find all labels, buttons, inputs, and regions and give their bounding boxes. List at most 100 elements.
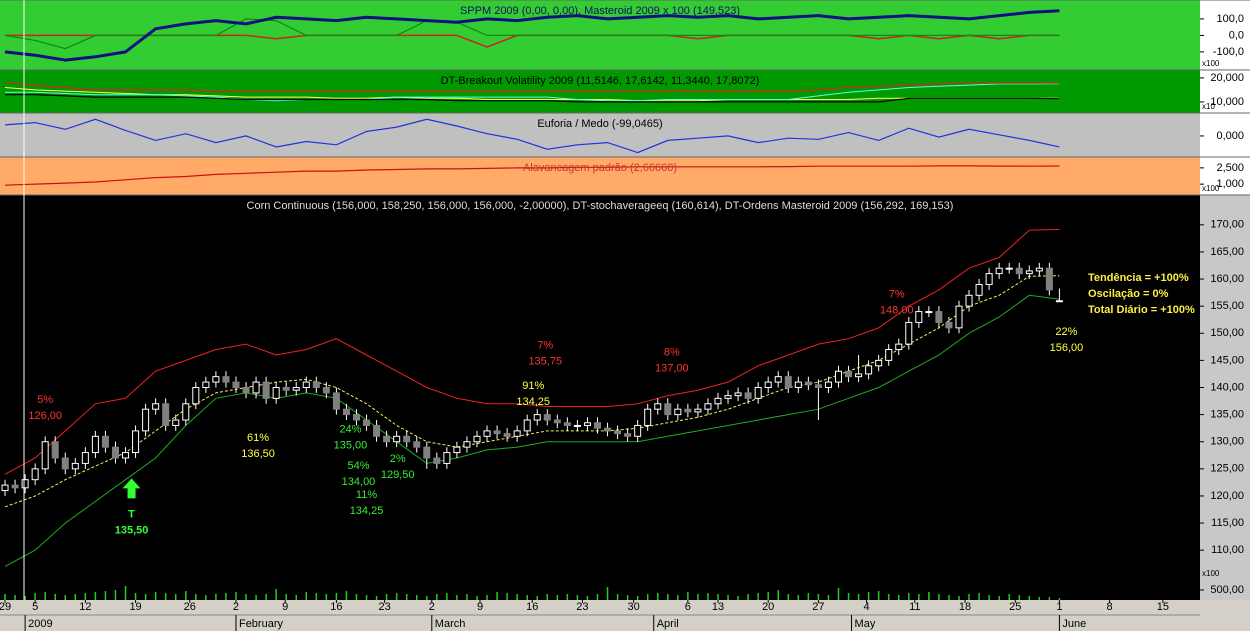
candle-body <box>363 419 371 426</box>
y-tick-label: 125,00 <box>1210 463 1244 475</box>
candle-body <box>111 446 119 459</box>
right-axis-main <box>1200 195 1250 600</box>
candle-body <box>573 424 581 427</box>
candle-body <box>443 452 451 464</box>
candle-body <box>162 403 170 426</box>
candle-body <box>41 441 49 470</box>
panel-title: Euforia / Medo (-99,0465) <box>537 118 662 130</box>
candle-body <box>1035 267 1043 272</box>
indicator-line <box>4 118 1060 154</box>
indicator-line <box>4 18 1060 50</box>
annotation: 5% <box>37 394 53 406</box>
candle-body <box>523 419 531 432</box>
candle-body <box>684 408 692 413</box>
panel-background <box>0 195 1200 580</box>
candle-body <box>403 435 411 443</box>
x-tick-label: 16 <box>526 601 538 613</box>
candle-body <box>433 457 441 464</box>
candle-body <box>865 365 873 375</box>
x-tick-label: 6 <box>685 601 691 613</box>
y-tick-label: 120,00 <box>1210 490 1244 502</box>
month-label: February <box>239 618 284 630</box>
annotation: 11% <box>356 489 377 501</box>
annotation: 137,00 <box>655 363 689 375</box>
candle-body <box>493 430 501 435</box>
annotation: 91% <box>522 380 544 392</box>
candle-body <box>925 311 933 314</box>
x-tick-label: 9 <box>282 601 288 613</box>
annotation: 61% <box>247 432 269 444</box>
x-tick-label: 9 <box>477 601 483 613</box>
candle-body <box>332 392 340 410</box>
candle-body <box>182 403 190 421</box>
chart-title: Corn Continuous (156,000, 158,250, 156,0… <box>247 200 954 212</box>
legend-entry: Total Diário = +100% <box>1088 304 1195 316</box>
candle-body <box>463 441 471 448</box>
scale-label: x10 <box>1202 102 1215 111</box>
candle-body <box>915 311 923 323</box>
x-tick-label: 5 <box>32 601 38 613</box>
y-tick-label: 155,00 <box>1210 300 1244 312</box>
candle-body <box>614 430 622 435</box>
y-tick-label: 110,00 <box>1211 544 1244 556</box>
volume-background <box>0 580 1200 600</box>
annotation: 156,00 <box>1050 342 1084 354</box>
candle-body <box>995 267 1003 275</box>
x-tick-label: 27 <box>812 601 824 613</box>
candle-body <box>965 294 973 307</box>
candle-body <box>654 403 662 410</box>
month-label: April <box>657 618 679 630</box>
candle-body <box>312 381 320 388</box>
annotation: 126,00 <box>28 410 62 422</box>
x-tick-label: 11 <box>909 601 920 613</box>
x-tick-label: 15 <box>1157 601 1169 613</box>
candle-body <box>152 403 160 410</box>
indicator-line <box>4 165 1060 186</box>
candle-body <box>664 403 672 416</box>
y-tick-label: 1,000 <box>1216 178 1244 190</box>
annotation: 8% <box>664 347 680 359</box>
candle-body <box>232 381 240 388</box>
annotation: 134,25 <box>350 505 384 517</box>
x-tick-label: 13 <box>712 601 724 613</box>
scale-label: x100 <box>1202 59 1220 68</box>
panel: 0,000 Euforia / Medo (-99,0465) <box>0 112 1250 157</box>
y-tick-label: 500,00 <box>1210 584 1244 596</box>
x-tick-label: 23 <box>378 601 390 613</box>
candle-body <box>322 387 330 394</box>
candle-body <box>985 273 993 285</box>
candle-body <box>222 376 230 383</box>
y-tick-label: -100,0 <box>1213 46 1244 58</box>
candle-body <box>694 408 702 413</box>
candle-body <box>794 381 802 388</box>
x-tick-label: 20 <box>762 601 774 613</box>
candle-body <box>704 403 712 410</box>
candle-body <box>373 424 381 437</box>
x-tick-label: 1 <box>1056 601 1062 613</box>
candle-body <box>302 381 310 388</box>
y-tick-label: 115,00 <box>1211 517 1244 529</box>
candle-body <box>1025 270 1033 275</box>
y-tick-label: 20,000 <box>1210 72 1244 84</box>
candle-body <box>814 384 822 388</box>
annotation: 129,50 <box>381 469 415 481</box>
month-label: March <box>435 618 466 630</box>
candle-body <box>1045 267 1053 291</box>
y-tick-label: 0,000 <box>1216 130 1244 142</box>
candle-body <box>101 435 109 448</box>
x-tick-label: 8 <box>1107 601 1113 613</box>
candle-body <box>242 387 250 394</box>
candle-body <box>132 430 140 454</box>
candle-body <box>774 376 782 383</box>
candle-body <box>393 435 401 443</box>
y-tick-label: 165,00 <box>1210 246 1244 258</box>
x-tick-label: 26 <box>184 601 196 613</box>
y-tick-label: 0,0 <box>1229 29 1244 41</box>
candle-body <box>503 433 511 437</box>
panel-title: DT-Breakout Volatility 2009 (11,5146, 17… <box>441 75 760 87</box>
candle-body <box>453 446 461 454</box>
candle-body <box>583 422 591 426</box>
